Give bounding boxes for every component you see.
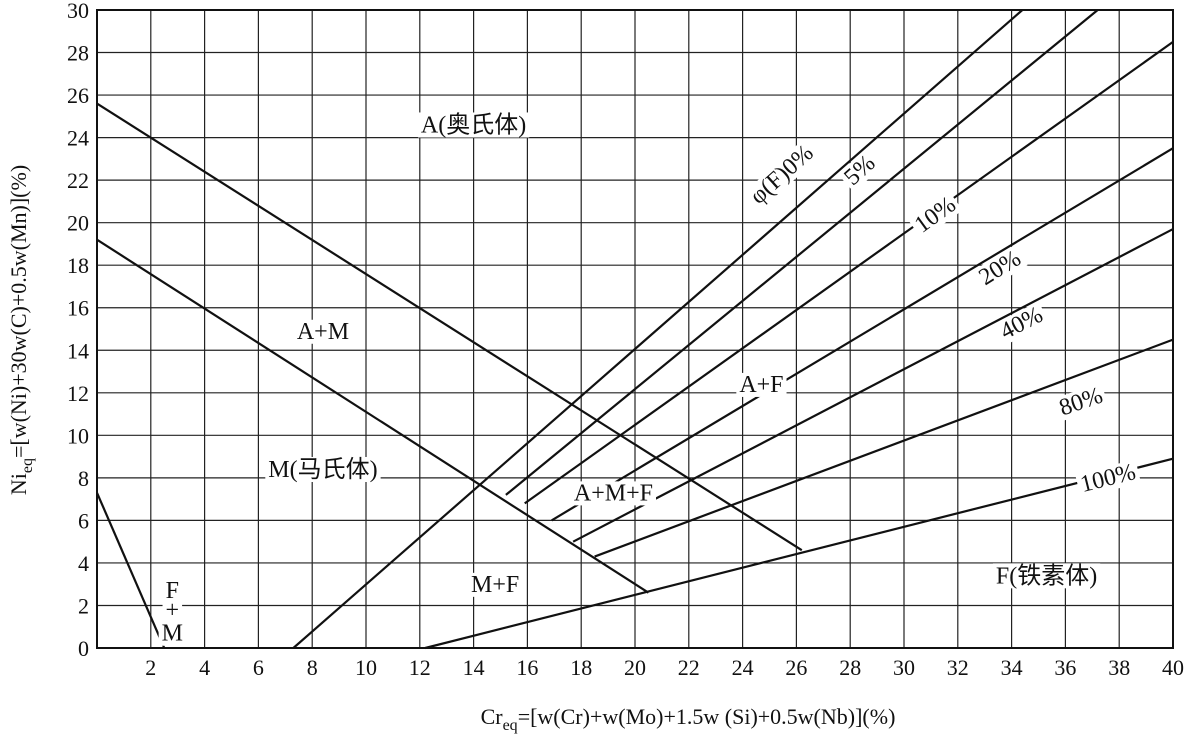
annotation-bg — [162, 598, 183, 623]
tick-labels: 2 4 6 8 10 12 14 16 18 20 22 24 26 28 30 32 34 36 38 400246… — [67, 0, 1184, 680]
x-tick-label: 22 — [678, 655, 700, 680]
series-line — [95, 492, 166, 649]
annotation-label: A(奥氏体) — [421, 111, 526, 138]
series-line — [96, 102, 803, 552]
annotation-bg — [992, 563, 1101, 589]
series-line — [572, 228, 1174, 543]
annotation-label: F(铁素体) — [996, 562, 1097, 589]
annotation-bg — [972, 244, 1028, 292]
x-tick-label: 8 — [307, 655, 318, 680]
annotation-label: M — [162, 621, 183, 647]
x-tick-label: 32 — [947, 655, 969, 680]
x-tick-label: 30 — [893, 655, 915, 680]
annotation-bg — [1075, 459, 1142, 498]
annotation-label: + — [166, 597, 180, 623]
annotation-label: A+M — [297, 319, 349, 345]
y-tick-label: 30 — [67, 0, 89, 23]
x-tick-label: 36 — [1054, 655, 1076, 680]
x-tick-label: 6 — [253, 655, 264, 680]
annotation-bg — [743, 138, 821, 211]
annotation-bg — [293, 319, 353, 344]
annotation-label: F — [166, 578, 179, 604]
series-line — [551, 147, 1174, 522]
y-tick-label: 14 — [67, 338, 89, 363]
x-tick-label: 2 — [145, 655, 156, 680]
y-tick-label: 16 — [67, 296, 89, 321]
y-tick-label: 20 — [67, 211, 89, 236]
annotations: A(奥氏体)A+MM(马氏体)A+FA+M+FM+F F(铁素体)F+Mφ(F)0… — [158, 111, 1142, 647]
annotation-bg — [162, 579, 182, 604]
series-line — [424, 457, 1174, 650]
x-tick-label: 16 — [516, 655, 538, 680]
y-tick-label: 26 — [67, 83, 89, 108]
y-tick-label: 6 — [78, 508, 89, 533]
series-line — [292, 9, 1024, 649]
x-tick-label: 12 — [409, 655, 431, 680]
series-line — [505, 9, 1099, 496]
series-line — [96, 238, 650, 594]
annotation-bg — [908, 190, 963, 240]
x-tick-label: 38 — [1108, 655, 1130, 680]
x-tick-label: 10 — [355, 655, 377, 680]
annotation-bg — [158, 621, 186, 646]
x-tick-label: 24 — [732, 655, 754, 680]
x-tick-label: 26 — [785, 655, 807, 680]
series-line — [524, 41, 1174, 505]
annotation-label: M+F — [471, 572, 519, 598]
annotation-bg — [993, 301, 1050, 346]
y-tick-label: 22 — [67, 168, 89, 193]
annotation-bg — [1053, 382, 1109, 422]
y-tick-label: 24 — [67, 126, 89, 151]
plot-frame — [96, 9, 1174, 649]
y-tick-label: 12 — [67, 381, 89, 406]
x-tick-label: 40 — [1162, 655, 1184, 680]
y-tick-label: 18 — [67, 253, 89, 278]
annotation-bg — [736, 372, 787, 397]
annotation-label: A+F — [739, 372, 783, 398]
annotation-label: 80% — [1056, 383, 1106, 422]
x-tick-label: 4 — [199, 655, 210, 680]
annotation-bg — [570, 481, 657, 506]
annotation-bg — [417, 112, 530, 138]
annotation-bg — [837, 148, 883, 193]
x-axis-title: Creq=[w(Cr)+w(Mo)+1.5w (Si)+0.5w(Nb)](%) — [481, 704, 896, 734]
x-tick-label: 28 — [839, 655, 861, 680]
x-tick-label: 18 — [570, 655, 592, 680]
y-axis-title: Nieq=[w(Ni)+30w(C)+0.5w(Mn)](%) — [6, 165, 36, 495]
y-tick-label: 10 — [67, 423, 89, 448]
y-tick-label: 8 — [78, 466, 89, 491]
annotation-bg — [265, 456, 381, 483]
y-tick-label: 0 — [78, 636, 89, 661]
x-tick-label: 14 — [463, 655, 485, 680]
x-tick-label: 20 — [624, 655, 646, 680]
annotation-label: A+M+F — [574, 480, 653, 506]
series-lines — [95, 9, 1174, 650]
annotation-bg — [468, 572, 523, 597]
annotation-label: M(马氏体) — [268, 456, 377, 483]
series-line — [594, 338, 1174, 558]
y-tick-label: 28 — [67, 41, 89, 66]
annotation-label: 5% — [839, 150, 880, 191]
y-tick-label: 2 — [78, 593, 89, 618]
x-tick-label: 34 — [1001, 655, 1023, 680]
y-tick-label: 4 — [78, 551, 89, 576]
annotation-label: 100% — [1078, 459, 1139, 498]
